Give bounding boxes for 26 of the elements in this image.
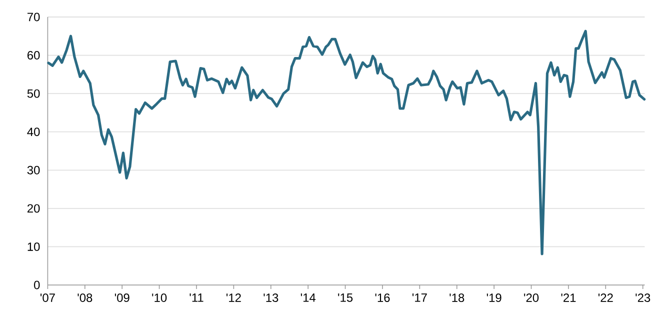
x-tick-label: '14 bbox=[300, 294, 316, 302]
y-tick-label: 50 bbox=[27, 89, 40, 98]
x-tick-label: '10 bbox=[152, 294, 167, 302]
x-tick-label: '07 bbox=[40, 294, 55, 302]
line-series bbox=[47, 30, 646, 256]
y-tick-label: 40 bbox=[27, 128, 40, 136]
x-tick-label: '20 bbox=[524, 294, 539, 302]
x-tick-label: '16 bbox=[375, 294, 390, 302]
x-tick-label: '18 bbox=[450, 294, 464, 302]
y-tick-label: 10 bbox=[28, 242, 40, 251]
x-tick-label: '23 bbox=[636, 294, 650, 302]
y-tick-label: 60 bbox=[28, 51, 40, 60]
x-tick-label: '11 bbox=[190, 294, 204, 302]
x-tick-label: '15 bbox=[338, 294, 353, 302]
y-tick-label: 70 bbox=[28, 12, 40, 22]
x-tick-label: '21 bbox=[561, 294, 576, 302]
x-tick-label: '19 bbox=[486, 294, 502, 302]
x-tick-label: '22 bbox=[598, 294, 613, 302]
y-tick-label: 20 bbox=[27, 204, 40, 213]
x-tick-label: '12 bbox=[226, 294, 241, 302]
x-tick-label: '09 bbox=[114, 294, 130, 302]
x-tick-label: '17 bbox=[412, 294, 427, 302]
y-tick-label: 0 bbox=[34, 280, 40, 290]
x-tick-label: '13 bbox=[264, 294, 278, 302]
y-tick-label: 30 bbox=[27, 166, 40, 174]
x-tick-label: '08 bbox=[78, 294, 92, 302]
